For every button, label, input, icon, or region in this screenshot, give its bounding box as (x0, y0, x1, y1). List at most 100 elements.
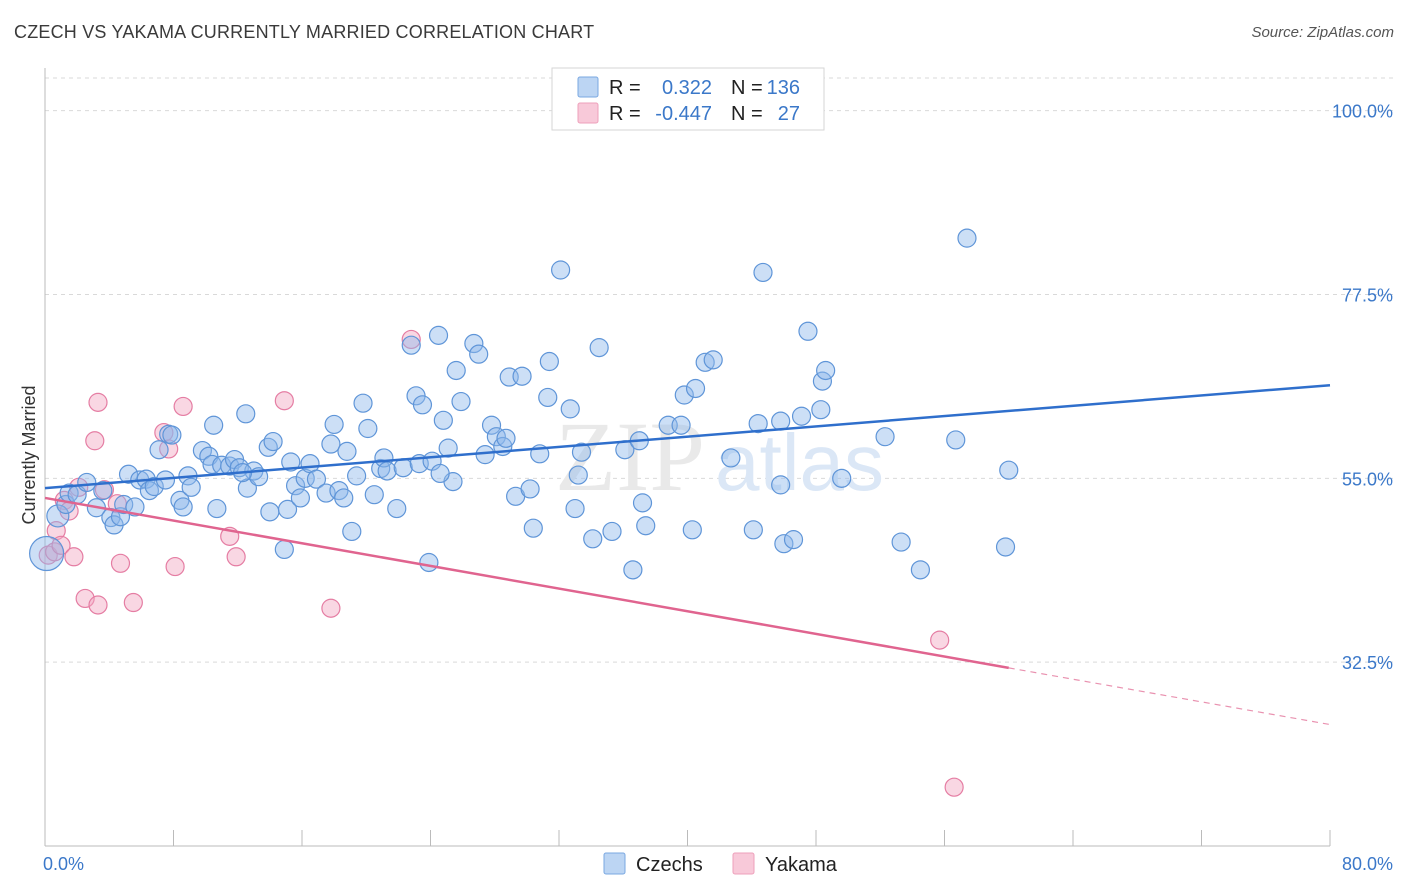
czech-point (149, 440, 169, 460)
czech-point (387, 498, 407, 519)
czech-point (520, 479, 540, 499)
czech-point (118, 464, 139, 484)
yakama-point (94, 480, 115, 500)
czech-point (77, 472, 97, 493)
y-axis-title: Currently Married (19, 385, 39, 524)
chart-title: CZECH VS YAKAMA CURRENTLY MARRIED CORREL… (14, 22, 595, 42)
y-tick-label: 55.0% (1342, 469, 1393, 489)
legend-swatch-yakama (577, 102, 599, 124)
czech-point (321, 434, 341, 454)
legend-n-value: 136 (767, 77, 800, 99)
czech-point (636, 516, 656, 536)
yakama-point (165, 556, 185, 577)
yakama-point (944, 777, 964, 797)
czech-point (347, 466, 367, 486)
watermark: ZIP atlas (555, 401, 884, 512)
legend-bottom: Czechs Yakama (603, 852, 838, 876)
y-tick-label: 77.5% (1342, 286, 1393, 306)
czech-point (891, 532, 911, 552)
czech-point (999, 460, 1019, 480)
czech-point (446, 360, 466, 381)
czech-point (173, 497, 193, 517)
czech-point (464, 333, 484, 354)
yakama-point (88, 392, 108, 412)
czech-point (486, 427, 506, 447)
czech-point (281, 452, 301, 472)
x-tick-label: 0.0% (43, 854, 84, 874)
czech-point (571, 442, 592, 462)
yakama-points (38, 329, 964, 797)
legend-n-value: 27 (778, 103, 800, 125)
czech-point (114, 494, 134, 515)
czech-point (236, 404, 256, 424)
czech-point (910, 560, 931, 580)
czech-point (125, 497, 145, 517)
czech-point (29, 535, 65, 572)
czech-point (957, 228, 977, 248)
yakama-point (226, 547, 246, 567)
source-label: Source: ZipAtlas.com (1251, 24, 1394, 41)
czech-point (538, 387, 558, 408)
czech-point (469, 344, 489, 364)
czech-point (551, 260, 571, 280)
legend-swatch-czechs (577, 76, 599, 98)
legend-label-yakama: Yakama (765, 854, 838, 876)
czech-point (475, 445, 495, 465)
czech-point (539, 351, 559, 372)
czech-point (674, 385, 694, 405)
czech-point (451, 391, 471, 412)
czech-point (162, 425, 182, 445)
czech-point (743, 520, 763, 540)
czech-point (204, 415, 224, 435)
legend-label-czechs: Czechs (636, 854, 703, 876)
czech-point (144, 476, 164, 497)
czech-point (832, 468, 852, 488)
czech-point (277, 499, 298, 519)
czech-point (671, 415, 691, 435)
czech-point (481, 415, 502, 435)
czech-point (430, 463, 450, 484)
legend-r-label: R = (609, 103, 641, 125)
legend-n-label: N = (731, 77, 763, 99)
czech-point (783, 530, 804, 550)
czech-point (401, 335, 421, 355)
czech-point (695, 352, 715, 372)
czech-point (560, 399, 580, 419)
czech-point (433, 410, 453, 430)
czech-point (798, 321, 818, 341)
czech-point (811, 400, 831, 420)
yakama-point (274, 391, 294, 411)
czech-point (342, 521, 362, 542)
y-tick-label: 100.0% (1332, 102, 1393, 122)
yakama-point (930, 630, 950, 650)
czech-point (816, 360, 836, 381)
legend-n-label: N = (731, 103, 763, 125)
czech-point (685, 378, 706, 399)
czech-point (496, 428, 516, 448)
czech-point (358, 418, 378, 439)
czech-point (207, 498, 227, 519)
czech-point (623, 560, 643, 580)
yakama-point (173, 396, 193, 417)
tick-labels: 32.5% 55.0% 77.5% 100.0% 0.0% 80.0% (43, 102, 1393, 874)
czech-point (419, 552, 439, 573)
czech-point (428, 325, 449, 345)
czech-point (324, 414, 344, 435)
czech-trendline (44, 383, 1331, 490)
grid (45, 77, 1393, 663)
czech-point (93, 480, 113, 501)
czech-point (791, 406, 812, 426)
czech-point (290, 488, 310, 508)
czech-point (364, 485, 384, 505)
legend-swatch-czechs (603, 852, 626, 875)
legend-r-value: 0.322 (662, 77, 712, 99)
czech-point (377, 461, 397, 481)
czech-point (568, 465, 588, 485)
czech-point (512, 366, 532, 386)
czech-point (812, 371, 833, 391)
yakama-point (321, 598, 341, 618)
czech-point (274, 539, 294, 560)
yakama-trendline (44, 496, 1009, 670)
czech-point (946, 430, 966, 450)
czech-point (753, 262, 773, 283)
